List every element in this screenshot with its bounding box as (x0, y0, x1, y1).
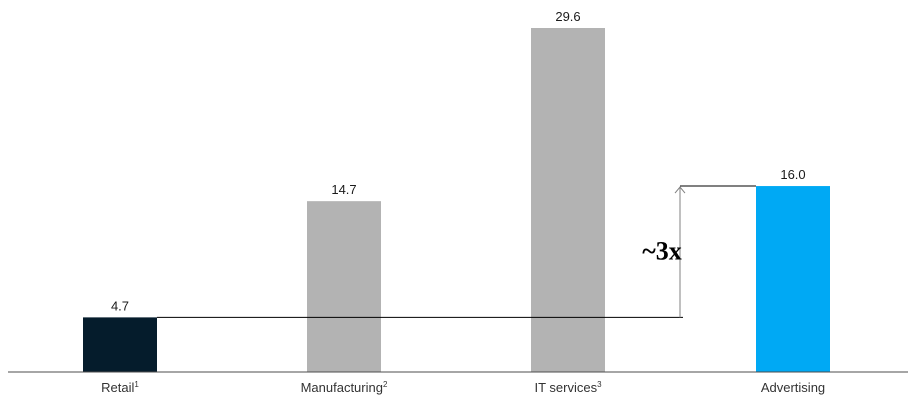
category-name-manufacturing: Manufacturing (301, 380, 383, 395)
value-label-it-services: 29.6 (555, 9, 580, 24)
category-label-advertising: Advertising (761, 380, 825, 395)
multiplier-annotation: ~3x (642, 237, 682, 266)
comparison-annotation: ~3x (157, 185, 756, 318)
footnote-mark-retail: 1 (134, 380, 139, 389)
comparison-arrow-head (674, 186, 686, 194)
value-label-advertising: 16.0 (780, 167, 805, 182)
bar-advertising (756, 186, 830, 372)
bar-it-services (531, 28, 605, 372)
footnote-mark-manufacturing: 2 (383, 380, 388, 389)
value-labels-group: 4.7 14.7 29.6 16.0 (111, 9, 806, 313)
category-name-advertising: Advertising (761, 380, 825, 395)
value-label-retail: 4.7 (111, 298, 129, 313)
footnote-mark-it-services: 3 (597, 380, 602, 389)
category-label-retail: Retail1 (101, 380, 139, 395)
value-label-manufacturing: 14.7 (331, 182, 356, 197)
category-name-retail: Retail (101, 380, 134, 395)
category-label-manufacturing: Manufacturing2 (301, 380, 388, 395)
category-labels-group: Retail1 Manufacturing2 IT services3 Adverti… (101, 380, 825, 395)
bar-retail (83, 317, 157, 372)
bars-group (83, 28, 830, 372)
category-label-it-services: IT services3 (534, 380, 602, 395)
category-name-it-services: IT services (534, 380, 597, 395)
bar-manufacturing (307, 201, 381, 372)
